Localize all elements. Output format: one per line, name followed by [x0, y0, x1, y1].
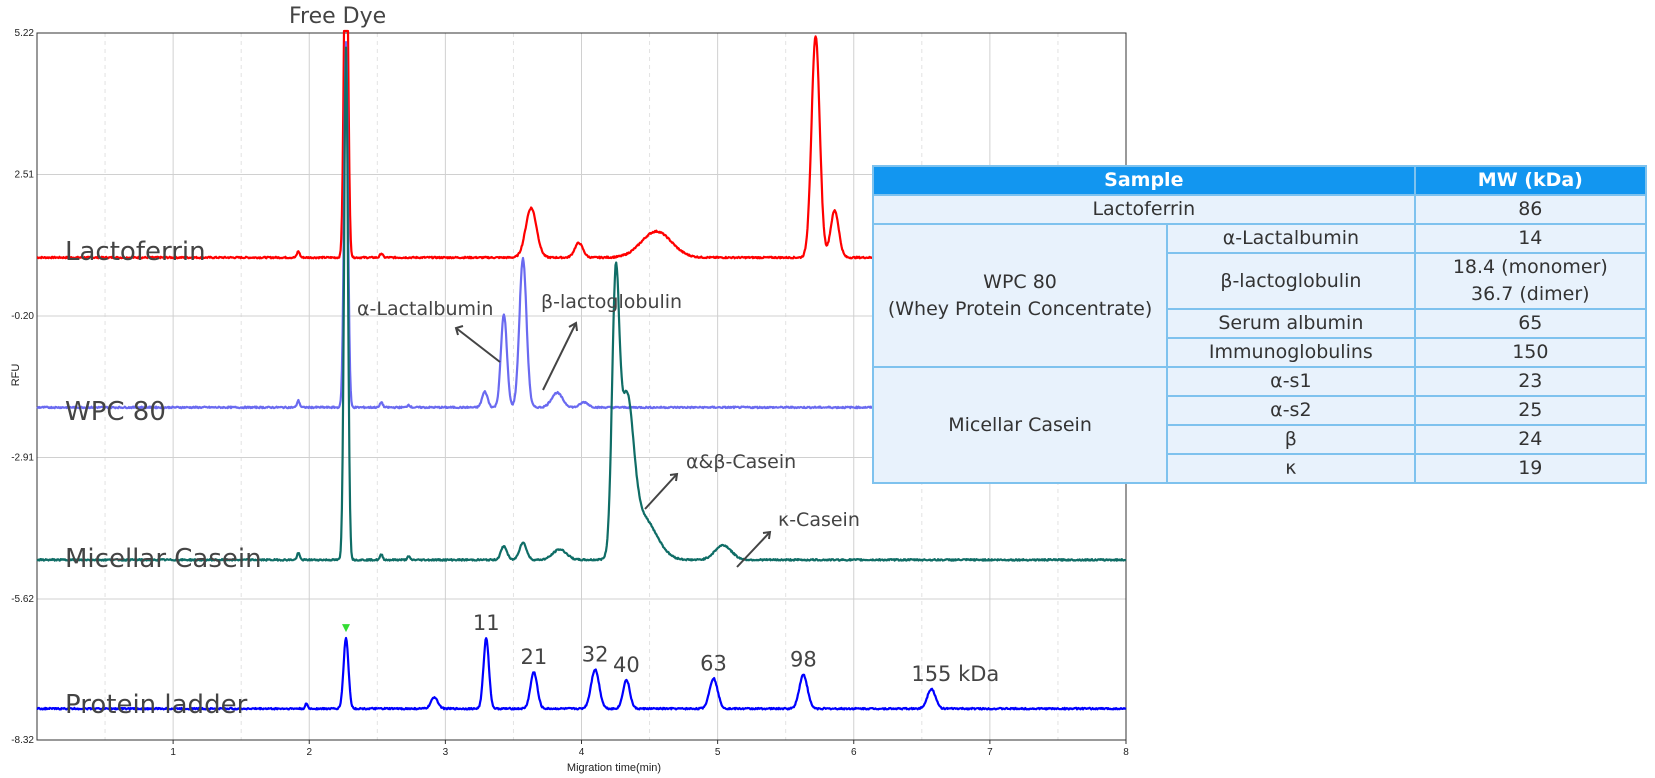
y-tick-label: -0.20 [11, 311, 34, 322]
table-row: Micellar Casein α-s1 23 [871, 366, 1648, 484]
y-tick-label: -5.62 [11, 594, 34, 605]
cell-alpha-s2-name: α-s2 [1166, 395, 1416, 426]
cell-kappa-mw: 19 [1413, 453, 1648, 484]
wpc-group-line2: (Whey Protein Concentrate) [887, 297, 1153, 320]
beta-lactoglobulin-mw-line1: 18.4 (monomer) [1452, 256, 1608, 278]
axis-ticks: 1 2 3 4 5 6 7 8 5.22 2.51 -0.20 -2.91 -5.62 -8.32 [11, 28, 1129, 758]
cell-beta-name: β [1166, 424, 1416, 455]
arrowhead-beta-lactoglobulin [568, 321, 578, 332]
cell-lactoferrin-name: Lactoferrin [872, 194, 1416, 225]
x-tick-label: 6 [851, 747, 857, 758]
ladder-size-label: 32 [582, 643, 609, 667]
x-tick-label: 7 [987, 747, 993, 758]
arrowhead-alpha-beta-casein [669, 472, 679, 482]
header-sample: Sample [872, 165, 1416, 196]
series-line-3 [36, 636, 1127, 711]
y-tick-label: -2.91 [11, 453, 34, 464]
arrowhead-alpha-lactalbumin [454, 325, 464, 336]
x-tick-label: 2 [306, 747, 312, 758]
wpc-group-line1: WPC 80 [983, 270, 1057, 293]
table-row: Immunoglobulins 150 [873, 337, 1648, 368]
cell-alpha-lactalbumin-mw: 14 [1413, 223, 1648, 254]
annotation-beta-lactoglobulin: β-lactoglobulin [541, 291, 682, 313]
series-line-2 [36, 46, 1127, 562]
cell-alpha-lactalbumin-name: α-Lactalbumin [1166, 223, 1416, 254]
table-row: κ 19 [873, 453, 1648, 484]
ladder-size-label: 11 [473, 611, 500, 635]
trace-label-wpc80: WPC 80 [65, 397, 166, 427]
cell-serum-albumin-mw: 65 [1413, 308, 1648, 339]
ladder-size-labels: 11 21 32 40 63 98 155 kDa [473, 611, 999, 686]
x-tick-label: 3 [443, 747, 449, 758]
cell-wpc-group: WPC 80 (Whey Protein Concentrate) [871, 223, 1169, 368]
arrow-kappa-casein [736, 531, 771, 568]
cell-casein-group: Micellar Casein [871, 366, 1169, 484]
table-row: WPC 80 (Whey Protein Concentrate) α-Lact… [871, 223, 1648, 368]
table-row: α-s2 25 [873, 395, 1648, 426]
annotation-alpha-beta-casein: α&β-Casein [686, 451, 796, 473]
molecular-weight-table: Sample MW (kDa) Lactoferrin 86 WPC 80 (W… [871, 165, 1648, 484]
trace-label-protein-ladder: Protein ladder [65, 690, 248, 720]
cell-immunoglobulins-mw: 150 [1413, 337, 1648, 368]
y-axis-label: RFU [10, 364, 22, 387]
ladder-size-label: 98 [790, 648, 817, 672]
annotation-kappa-casein: κ-Casein [778, 509, 860, 531]
cell-serum-albumin-name: Serum albumin [1166, 308, 1416, 339]
annotation-arrows [454, 321, 772, 568]
table-row: β-lactoglobulin 18.4 (monomer) 36.7 (dim… [873, 252, 1648, 310]
cell-alpha-s2-mw: 25 [1413, 395, 1648, 426]
cell-lactoferrin-mw: 86 [1413, 194, 1648, 225]
arrow-alpha-beta-casein [644, 473, 678, 510]
cell-kappa-name: κ [1166, 453, 1416, 484]
arrowhead-kappa-casein [762, 530, 772, 540]
table-row: Lactoferrin 86 [872, 194, 1648, 225]
x-tick-label: 1 [170, 747, 176, 758]
x-tick-label: 8 [1123, 747, 1129, 758]
trace-label-micellar-casein: Micellar Casein [65, 544, 262, 574]
ladder-marker [342, 624, 351, 633]
cell-beta-mw: 24 [1413, 424, 1648, 455]
cell-alpha-s1-mw: 23 [1413, 366, 1648, 397]
annotation-alpha-lactalbumin: α-Lactalbumin [357, 298, 493, 320]
x-tick-label: 5 [715, 747, 721, 758]
arrow-beta-lactoglobulin [542, 322, 577, 391]
x-tick-label: 4 [579, 747, 585, 758]
arrow-alpha-lactalbumin [455, 327, 501, 363]
ladder-size-label: 21 [520, 645, 547, 669]
ladder-size-label: 40 [613, 653, 640, 677]
annotation-free-dye: Free Dye [289, 4, 386, 29]
cell-beta-lactoglobulin-name: β-lactoglobulin [1166, 252, 1416, 310]
ladder-size-label: 63 [700, 651, 727, 675]
header-mw: MW (kDa) [1413, 165, 1648, 196]
table-row: β 24 [873, 424, 1648, 455]
y-tick-label: 5.22 [15, 28, 35, 39]
beta-lactoglobulin-mw-line2: 36.7 (dimer) [1471, 283, 1590, 305]
cell-beta-lactoglobulin-mw: 18.4 (monomer) 36.7 (dimer) [1413, 252, 1648, 310]
table-header-row: Sample MW (kDa) [872, 165, 1648, 196]
table-row: Serum albumin 65 [873, 308, 1648, 339]
y-tick-label: -8.32 [11, 735, 34, 746]
ladder-marker-icon [342, 624, 351, 633]
ladder-size-label: 155 kDa [911, 662, 999, 686]
x-axis-label: Migration time(min) [567, 762, 661, 774]
y-tick-label: 2.51 [15, 170, 35, 181]
cell-immunoglobulins-name: Immunoglobulins [1166, 337, 1416, 368]
cell-alpha-s1-name: α-s1 [1166, 366, 1416, 397]
trace-label-lactoferrin: Lactoferrin [65, 237, 206, 267]
